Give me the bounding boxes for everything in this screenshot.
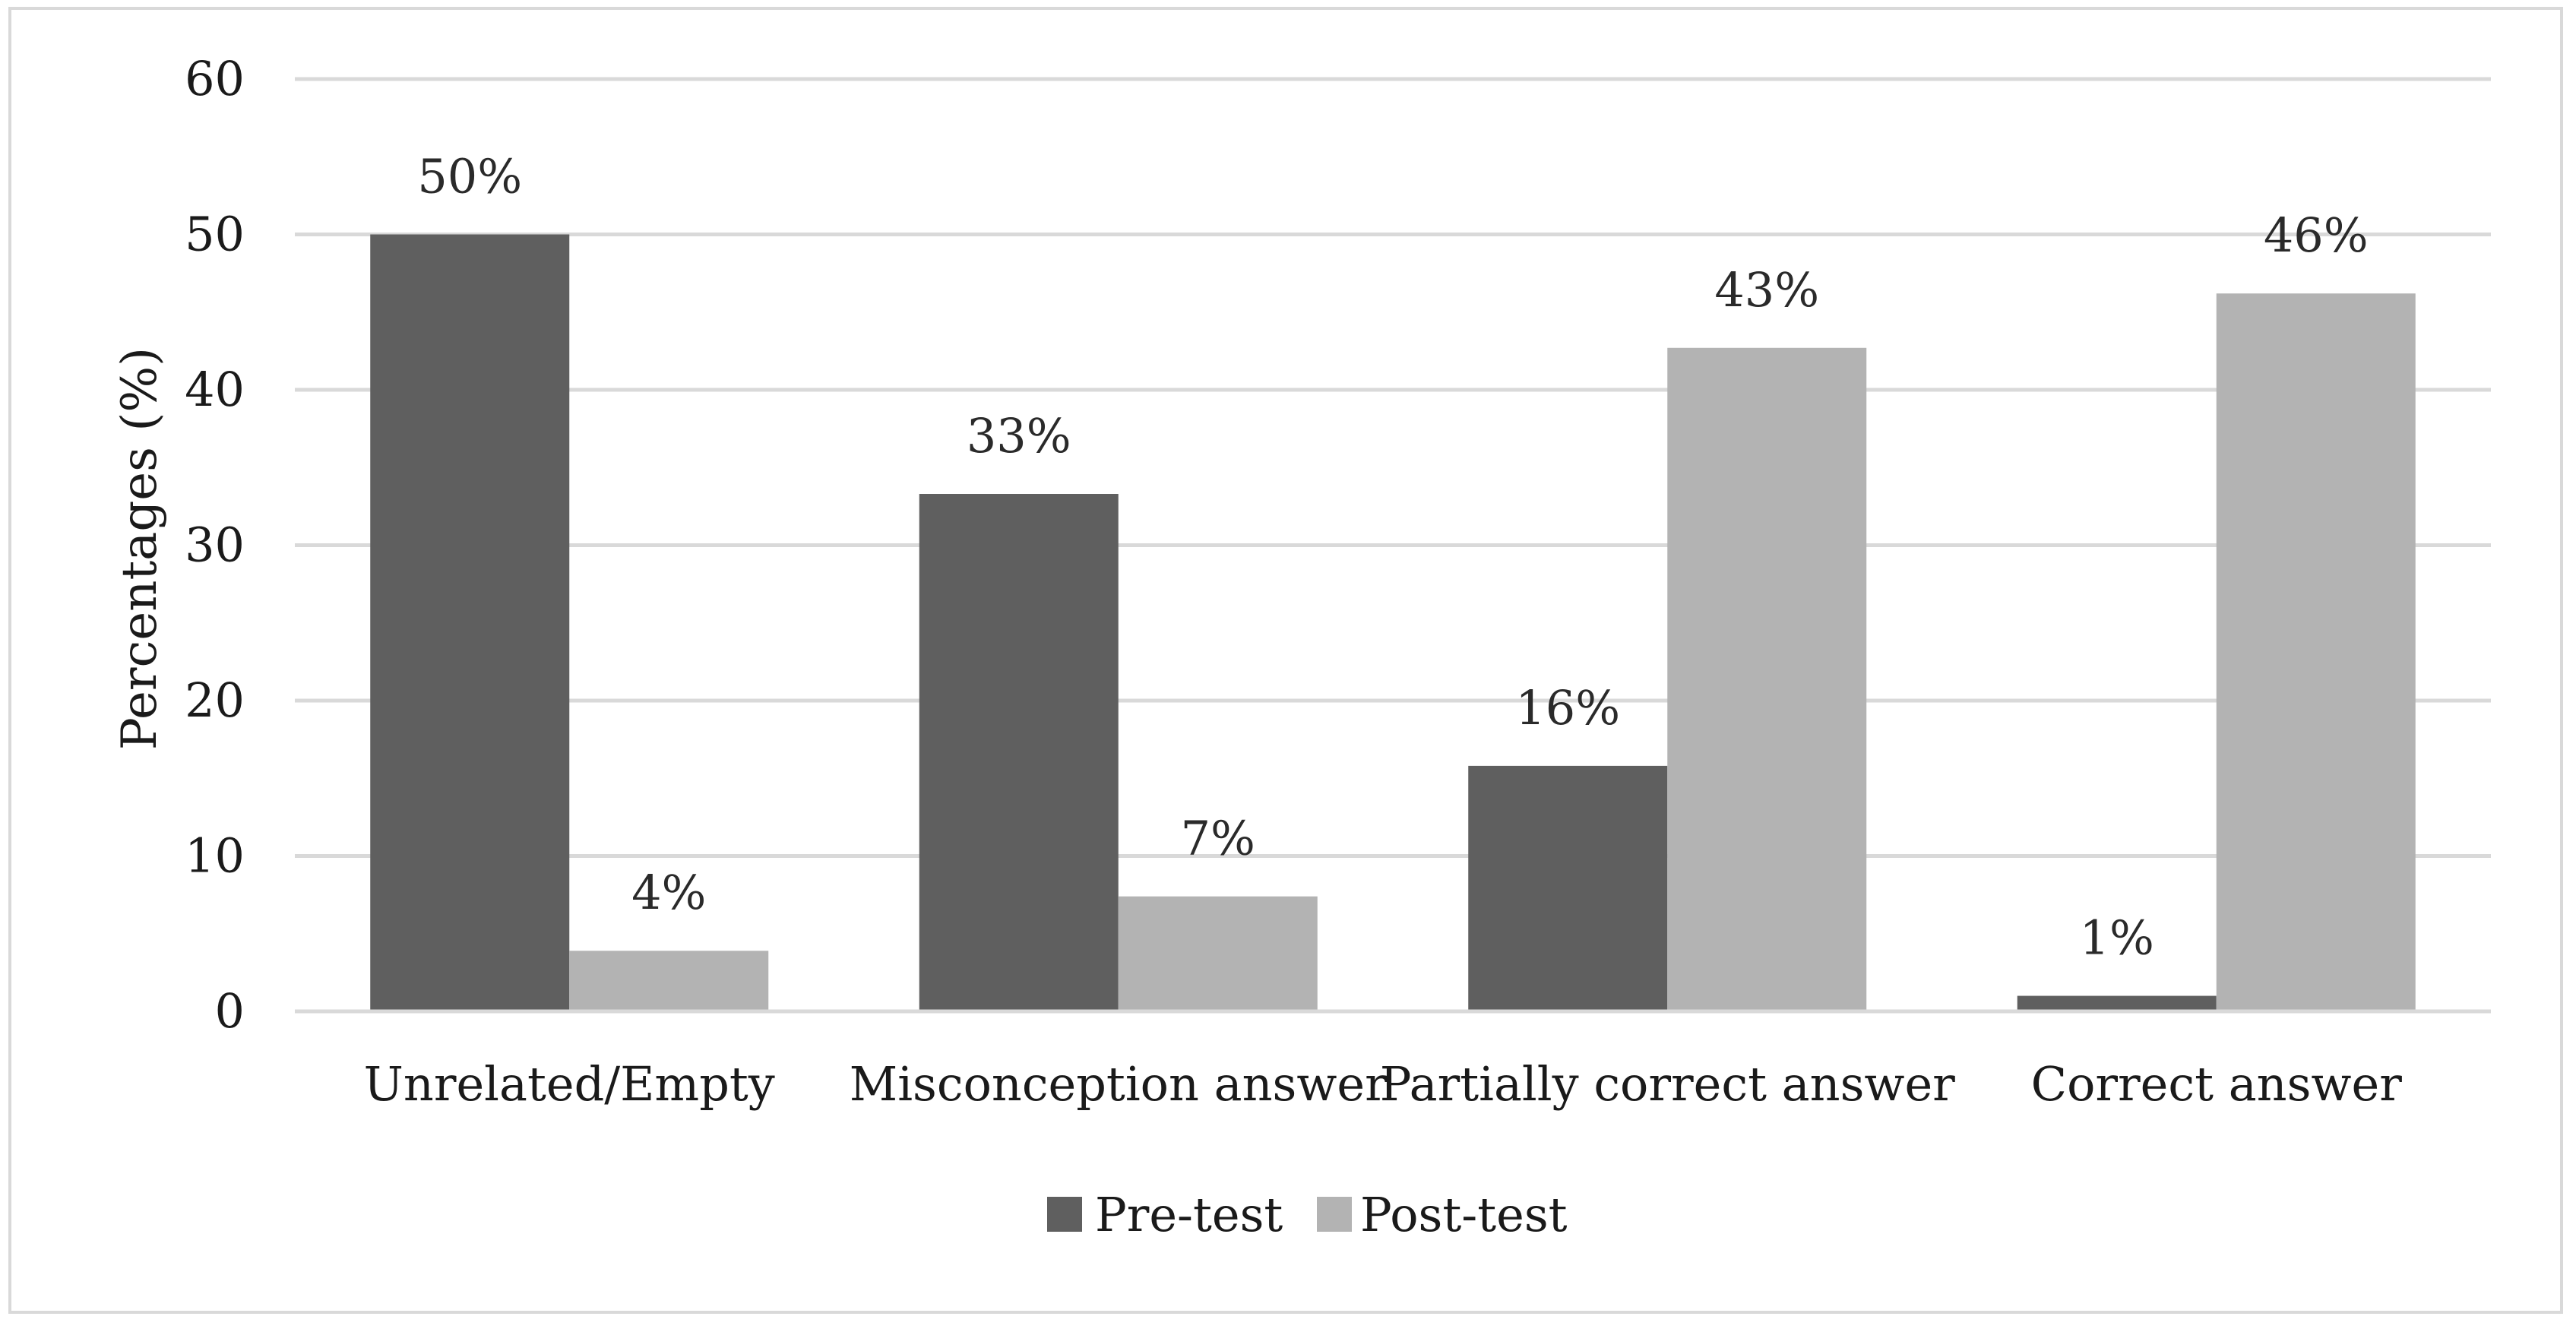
bar-pre-test — [1468, 765, 1668, 1011]
gridlines — [295, 77, 2491, 1014]
data-label: 43% — [1714, 262, 1819, 318]
x-category-label: Misconception answer — [850, 1056, 1388, 1112]
y-tick-label: 40 — [185, 362, 245, 417]
data-labels: 50% 4% 33% 7% 16% 43% 1% 46% — [417, 149, 2368, 966]
data-label: 50% — [417, 149, 522, 204]
x-category-label: Unrelated/Empty — [364, 1056, 775, 1112]
bar-post-test — [1667, 347, 1867, 1011]
legend-label-pre-test: Pre-test — [1095, 1187, 1283, 1242]
y-tick-label: 0 — [215, 983, 245, 1039]
x-category-label: Correct answer — [2031, 1056, 2403, 1112]
y-tick-label: 60 — [185, 51, 245, 106]
y-tick-label: 50 — [185, 207, 245, 262]
y-tick-label: 20 — [185, 672, 245, 728]
bars — [295, 234, 2491, 1014]
bar-pre-test — [919, 494, 1119, 1011]
legend-label-post-test: Post-test — [1360, 1187, 1568, 1242]
legend-swatch-post-test — [1317, 1197, 1352, 1232]
y-axis-ticks: 0 10 20 30 40 50 60 — [185, 51, 245, 1039]
y-tick-label: 10 — [185, 828, 245, 884]
bar-pre-test — [370, 234, 570, 1011]
data-label: 7% — [1181, 811, 1255, 866]
data-label: 16% — [1515, 680, 1620, 736]
data-label: 33% — [967, 408, 1071, 464]
bar-pre-test — [2017, 995, 2217, 1011]
data-label: 46% — [2264, 207, 2369, 263]
bar-post-test — [1118, 896, 1318, 1011]
bar-post-test — [569, 951, 769, 1011]
data-label: 1% — [2080, 910, 2154, 966]
legend: Pre-test Post-test — [1047, 1187, 1568, 1242]
x-axis-categories: Unrelated/Empty Misconception answerParti… — [364, 1056, 2403, 1112]
legend-swatch-pre-test — [1047, 1197, 1082, 1232]
data-label: 4% — [631, 865, 706, 920]
y-axis-title: Percentages (%) — [112, 347, 168, 750]
x-category-label: Partially correct answer — [1380, 1056, 1955, 1112]
bar-post-test — [2216, 293, 2416, 1012]
y-tick-label: 30 — [185, 517, 245, 573]
